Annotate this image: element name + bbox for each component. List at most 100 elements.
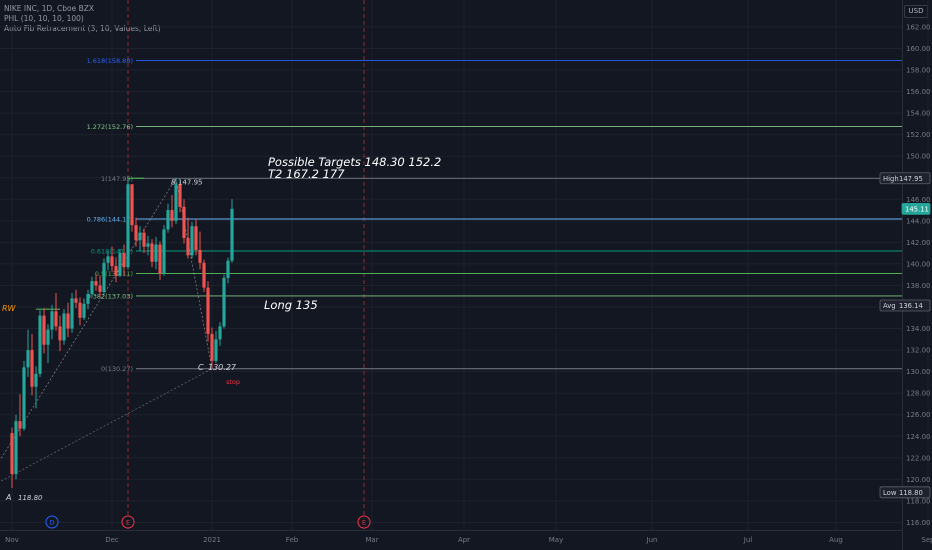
candle-body bbox=[98, 285, 102, 292]
candle-body bbox=[222, 277, 226, 327]
dividend-icon bbox=[45, 515, 59, 529]
candle-body bbox=[78, 302, 82, 318]
price-tick-label: 118.00 bbox=[906, 497, 931, 505]
wave-point-c-label: C bbox=[198, 363, 204, 372]
candle-body bbox=[130, 184, 134, 226]
wave-point-b-label: B bbox=[171, 178, 176, 186]
price-tick-label: 146.00 bbox=[906, 196, 931, 204]
abc-wave-line bbox=[175, 178, 213, 369]
candle-body bbox=[122, 253, 126, 268]
candle-body bbox=[218, 326, 222, 340]
candle-body bbox=[86, 294, 90, 304]
price-tick-label: 132.00 bbox=[906, 347, 931, 355]
candle-body bbox=[66, 313, 70, 329]
price-badge bbox=[879, 299, 931, 312]
price-badge-tag: High bbox=[883, 175, 899, 183]
dividend-icon-letter: D bbox=[49, 519, 54, 527]
candle-body bbox=[34, 373, 38, 387]
fib-level-label: 0.5(139.11) bbox=[95, 270, 133, 278]
candle-body bbox=[202, 262, 206, 288]
price-tick-label: 124.00 bbox=[906, 433, 931, 441]
time-tick-label: Jun bbox=[646, 536, 658, 544]
candle-body bbox=[174, 184, 178, 221]
price-tick-label: 156.00 bbox=[906, 88, 931, 96]
candle-body bbox=[170, 210, 174, 221]
time-tick-label: Aug bbox=[829, 536, 843, 544]
time-tick-label: Dec bbox=[105, 536, 119, 544]
wave-point-b-price: 147.95 bbox=[178, 178, 203, 186]
candle-body bbox=[102, 262, 106, 292]
price-badge bbox=[879, 172, 931, 185]
candle-body bbox=[18, 421, 22, 429]
candle-body bbox=[194, 226, 198, 250]
candle-body bbox=[198, 249, 202, 263]
price-badge-value: 147.95 bbox=[899, 175, 923, 183]
fib-level-label: 1(147.95) bbox=[101, 175, 133, 183]
fib-level-label: 0(130.27) bbox=[101, 365, 133, 373]
rw-label: RW bbox=[2, 304, 17, 313]
candle-body bbox=[150, 243, 154, 262]
candle-body bbox=[62, 313, 66, 341]
candle-body bbox=[166, 210, 170, 230]
price-tick-label: 130.00 bbox=[906, 368, 931, 376]
candle-body bbox=[230, 208, 234, 261]
time-tick-label: Mar bbox=[365, 536, 378, 544]
price-tick-label: 158.00 bbox=[906, 67, 931, 75]
candle-body bbox=[190, 226, 194, 256]
candle-body bbox=[162, 229, 166, 274]
earnings-icon bbox=[357, 515, 371, 529]
price-tick-label: 126.00 bbox=[906, 411, 931, 419]
targets-annotation-line2: T2 167.2 177 bbox=[268, 167, 345, 181]
wave-point-a-price: 118.80 bbox=[18, 494, 43, 502]
candles bbox=[10, 178, 234, 488]
candle-body bbox=[110, 256, 114, 267]
candle-body bbox=[114, 266, 118, 276]
grid-lines bbox=[0, 0, 929, 530]
price-badge bbox=[879, 486, 931, 499]
candle-body bbox=[214, 339, 218, 361]
candle-body bbox=[146, 243, 150, 247]
price-tick-label: 144.00 bbox=[906, 217, 931, 225]
fib-level-label: 0.786(144.17) bbox=[87, 216, 133, 224]
indicator-phl-label[interactable]: PHL (10, 10, 10, 100) bbox=[4, 14, 84, 23]
candle-body bbox=[118, 253, 122, 276]
indicator-fib-label[interactable]: Auto Fib Retracement (3, 10, Values, Lef… bbox=[4, 24, 161, 33]
candle-body bbox=[50, 311, 54, 330]
candle-body bbox=[46, 329, 50, 345]
candle-body bbox=[158, 244, 162, 274]
candle-body bbox=[30, 350, 34, 387]
price-tick-label: 154.00 bbox=[906, 110, 931, 118]
wave-point-c-price: 130.27 bbox=[208, 363, 237, 372]
candle-body bbox=[10, 433, 14, 474]
time-tick-label: Sep bbox=[921, 536, 932, 544]
price-tick-label: 138.00 bbox=[906, 282, 931, 290]
price-badge-tag: Avg bbox=[883, 302, 896, 310]
candle-body bbox=[54, 311, 58, 327]
price-tick-label: 150.00 bbox=[906, 153, 931, 161]
price-badge-tag: Low bbox=[883, 489, 897, 497]
candle-body bbox=[182, 206, 186, 239]
candle-body bbox=[106, 256, 110, 263]
symbol-title: NIKE INC, 1D, Cboe BZX bbox=[4, 4, 95, 13]
candle-body bbox=[58, 326, 62, 341]
wave-point-a-label: A bbox=[5, 493, 11, 502]
time-tick-label: Apr bbox=[458, 536, 470, 544]
earnings-icon bbox=[121, 515, 135, 529]
candle-body bbox=[186, 238, 190, 256]
price-tick-label: 122.00 bbox=[906, 454, 931, 462]
candle-body bbox=[22, 367, 26, 429]
price-badge-value: 118.80 bbox=[899, 489, 923, 497]
price-tick-label: 120.00 bbox=[906, 476, 931, 484]
time-tick-label: May bbox=[549, 536, 563, 544]
candle-body bbox=[210, 333, 214, 361]
candle-body bbox=[94, 281, 98, 286]
candle-body bbox=[82, 303, 86, 318]
earnings-icon-letter: E bbox=[362, 519, 366, 527]
candle-body bbox=[90, 281, 94, 295]
candle-body bbox=[142, 232, 146, 247]
candle-body bbox=[134, 225, 138, 241]
targets-annotation-line1: Possible Targets 148.30 152.2 bbox=[268, 155, 441, 169]
price-tick-label: 128.00 bbox=[906, 390, 931, 398]
